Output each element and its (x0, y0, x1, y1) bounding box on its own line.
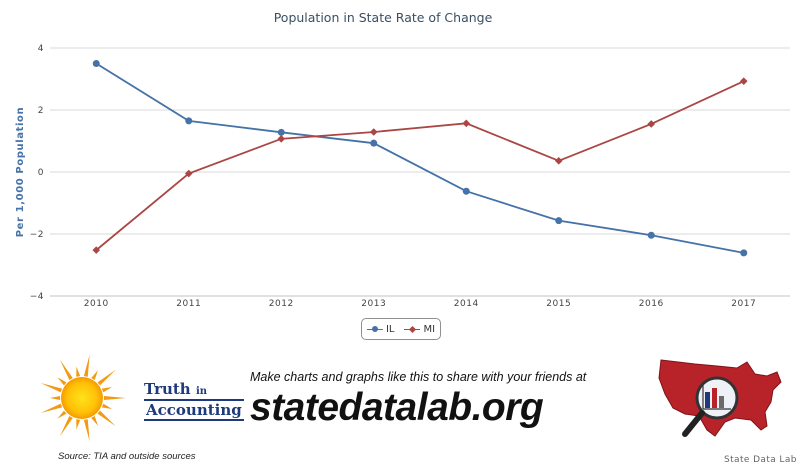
legend[interactable]: IL MI (361, 318, 441, 340)
x-axis-ticks: 2010 2011 2012 2013 2014 2015 2016 2017 (84, 299, 756, 309)
sun-ray (91, 370, 98, 381)
sun-ray (76, 366, 81, 377)
point-il[interactable] (185, 117, 193, 125)
series-line-il[interactable] (95, 62, 744, 254)
legend-item-il[interactable]: IL (366, 323, 395, 335)
sun-ray (40, 382, 63, 393)
point-il[interactable] (370, 139, 378, 147)
site-link[interactable]: statedatalab.org (250, 386, 544, 429)
line-chart: Population in State Rate of Change 4 2 0 −2… (15, 10, 790, 309)
y-tick-label: 0 (38, 168, 44, 178)
y-axis-ticks: 4 2 0 −2 −4 (30, 44, 44, 302)
magnifier-icon (682, 376, 739, 437)
series-line-mi[interactable] (95, 80, 745, 251)
sun-ray (60, 415, 73, 437)
sun-ray (83, 354, 90, 377)
y-tick-label: −2 (30, 230, 44, 240)
sun-ray (57, 377, 67, 386)
sun-icon (40, 354, 126, 442)
x-tick-label: 2014 (454, 299, 479, 309)
sun-ray (40, 403, 63, 414)
point-mi[interactable] (92, 246, 101, 254)
x-tick-label: 2011 (176, 299, 201, 309)
y-tick-label: −4 (30, 292, 44, 302)
point-il[interactable] (277, 128, 285, 136)
series-il[interactable] (92, 60, 748, 257)
sun-ray (101, 403, 113, 409)
grid-lines (50, 47, 790, 297)
sun-ray (50, 396, 61, 400)
sun-ray (97, 410, 116, 427)
point-il[interactable] (462, 187, 470, 195)
x-tick-label: 2010 (84, 299, 109, 309)
truth-in-accounting-logo[interactable]: Truth in Accounting (20, 348, 244, 448)
state-data-lab-label: State Data Lab (724, 455, 797, 465)
point-il[interactable] (92, 60, 100, 67)
sun-ray (83, 419, 90, 442)
usa-map-icon (658, 359, 782, 437)
point-mi[interactable] (462, 119, 471, 128)
legend-mi-marker-icon (404, 325, 421, 333)
legend-label-il: IL (385, 323, 395, 335)
point-mi[interactable] (554, 157, 563, 165)
sun-ray (91, 415, 98, 426)
y-tick-label: 4 (38, 44, 44, 54)
point-mi[interactable] (369, 128, 378, 136)
point-mi[interactable] (647, 120, 656, 128)
point-mi[interactable] (184, 169, 193, 178)
y-axis-label: Per 1,000 Population (15, 107, 26, 238)
sun-ray (97, 369, 116, 386)
state-data-lab-logo[interactable] (655, 352, 795, 452)
sun-ray (101, 387, 113, 393)
point-il[interactable] (647, 231, 655, 239)
x-tick-label: 2013 (361, 299, 386, 309)
series-group (92, 60, 748, 257)
x-tick-label: 2017 (731, 299, 756, 309)
point-il[interactable] (740, 249, 748, 257)
point-mi[interactable] (277, 135, 286, 143)
y-tick-label: 2 (38, 106, 44, 116)
point-mi[interactable] (739, 77, 748, 85)
x-tick-label: 2012 (269, 299, 294, 309)
tia-wordmark: Truth in Accounting (144, 380, 244, 421)
x-tick-label: 2016 (639, 299, 664, 309)
share-tagline: Make charts and graphs like this to shar… (250, 370, 587, 384)
footer-banner: Truth in Accounting Source: TIA and outs… (0, 346, 800, 467)
chart-title: Population in State Rate of Change (274, 10, 493, 25)
sun-ray (57, 410, 67, 419)
series-mi[interactable] (92, 77, 748, 254)
legend-label-mi: MI (423, 323, 436, 335)
sun-ray (76, 419, 81, 430)
x-tick-label: 2015 (546, 299, 571, 309)
legend-item-mi[interactable]: MI (404, 324, 435, 335)
point-il[interactable] (555, 217, 563, 225)
legend-il-marker-icon (366, 325, 383, 333)
sun-ray (103, 396, 126, 400)
sun-ray (60, 359, 73, 381)
source-note: Source: TIA and outside sources (58, 451, 196, 462)
